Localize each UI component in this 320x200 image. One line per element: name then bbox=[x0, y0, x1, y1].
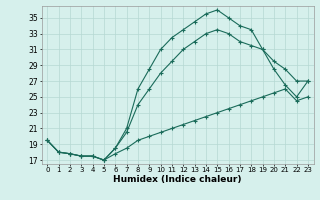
X-axis label: Humidex (Indice chaleur): Humidex (Indice chaleur) bbox=[113, 175, 242, 184]
